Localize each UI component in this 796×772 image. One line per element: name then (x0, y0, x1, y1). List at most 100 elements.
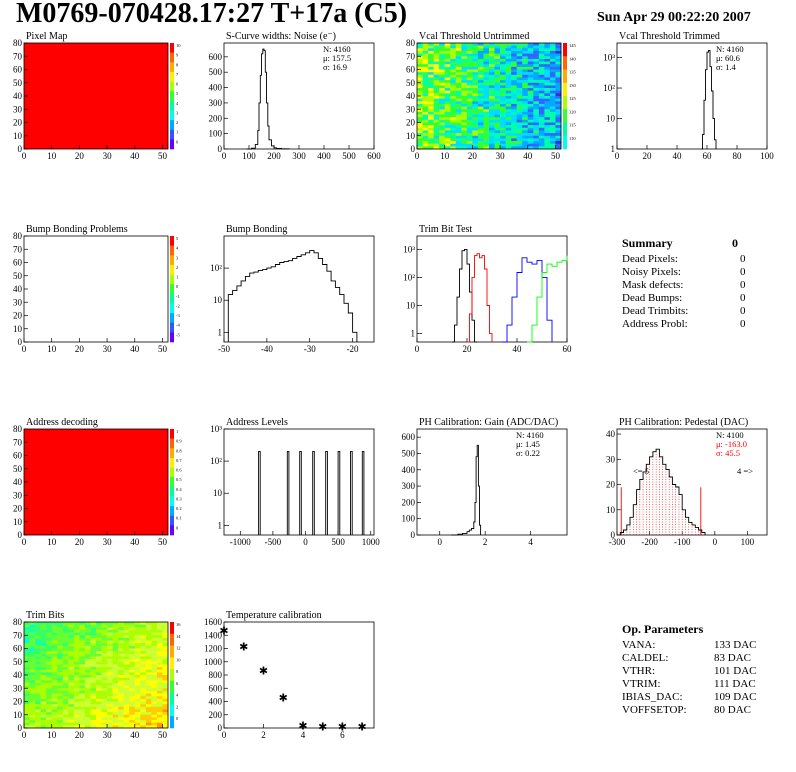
heatmap-cell (118, 672, 124, 676)
heatmap-cell (151, 640, 158, 644)
heatmap-cell (500, 77, 506, 81)
heatmap-cell (527, 61, 534, 65)
heatmap-cell (527, 88, 534, 91)
heatmap-cell (129, 627, 136, 631)
heatmap-cell (538, 80, 545, 84)
heatmap-cell (68, 712, 75, 716)
color-bar-segment (170, 506, 174, 517)
heatmap-cell (477, 45, 484, 49)
heatmap-cell (84, 659, 91, 663)
heatmap-cell (422, 66, 429, 70)
heatmap-cell (112, 693, 119, 697)
heatmap-cell (522, 61, 529, 65)
heatmap-cell (450, 90, 457, 94)
heatmap-cell (145, 661, 152, 665)
heatmap-cell (533, 43, 540, 46)
heatmap-cell (483, 58, 490, 62)
heatmap-cell (62, 632, 69, 636)
y-tick-label: 10³ (603, 53, 615, 63)
heatmap-cell (112, 622, 119, 625)
heatmap-cell (444, 133, 451, 137)
heatmap-cell (489, 45, 495, 49)
heatmap-cell (466, 135, 473, 139)
heatmap-cell (134, 690, 141, 694)
heatmap-cell (90, 653, 97, 657)
heatmap-cell (422, 119, 429, 123)
heatmap-cell (73, 717, 80, 721)
heatmap-cell (461, 58, 468, 62)
heatmap-cell (90, 664, 97, 668)
color-bar-label: 145 (569, 43, 577, 48)
heatmap-cell (500, 82, 506, 86)
heatmap-cell (505, 133, 512, 137)
stats-entry: μ: 157.5 (323, 53, 351, 63)
heatmap-cell (129, 693, 136, 697)
heatmap-cell (522, 82, 529, 86)
heatmap-cell (472, 127, 479, 131)
heatmap-cell (129, 640, 136, 644)
heatmap-cell (428, 77, 434, 81)
heatmap-cell (68, 717, 75, 721)
heatmap-cell (156, 648, 163, 652)
heatmap-cell (450, 48, 457, 52)
heatmap-cell (489, 133, 495, 137)
heatmap-cell (450, 72, 457, 76)
heatmap-cell (62, 714, 69, 718)
heatmap-cell (40, 714, 47, 718)
heatmap-cell (51, 696, 58, 700)
heatmap-cell (162, 629, 169, 633)
heatmap-cell (107, 701, 113, 705)
heatmap-cell (500, 146, 506, 150)
peak-bar (286, 450, 290, 535)
heatmap-cell (477, 53, 484, 57)
heatmap-cell (477, 82, 484, 86)
heatmap-cell (549, 146, 556, 150)
heatmap-cell (112, 722, 119, 726)
heatmap-cell (29, 720, 36, 723)
x-tick-label: 30 (103, 151, 113, 161)
heatmap-cell (151, 698, 158, 702)
heatmap-cell (461, 77, 468, 81)
heatmap-cell (444, 50, 451, 54)
heatmap-cell (46, 645, 52, 649)
heatmap-cell (29, 696, 36, 700)
heatmap-cell (140, 632, 147, 636)
heatmap-cell (123, 688, 130, 692)
heatmap-cell (527, 114, 534, 118)
x-tick-label: 0 (615, 151, 620, 161)
heatmap-cell (96, 645, 102, 649)
heatmap-cell (549, 82, 556, 86)
heatmap-cell (140, 664, 147, 668)
heatmap-cell (90, 677, 97, 681)
heatmap-cell (455, 50, 462, 54)
heatmap-cell (29, 632, 36, 636)
heatmap-cell (505, 125, 512, 129)
heatmap-cell (62, 661, 69, 665)
heatmap-cell (46, 629, 52, 633)
heatmap-cell (29, 645, 36, 649)
heatmap-cell (162, 720, 169, 723)
heatmap-cell (466, 93, 473, 97)
heatmap-cell (500, 106, 506, 110)
heatmap-cell (527, 50, 534, 54)
heatmap-cell (84, 656, 91, 660)
heatmap-cell (151, 722, 158, 726)
heatmap-cell (450, 119, 457, 123)
heatmap-cell (51, 648, 58, 652)
heatmap-cell (422, 61, 429, 65)
heatmap-cell (466, 117, 473, 121)
summary-row-label: Dead Trimbits: (622, 305, 689, 317)
y-tick-label: 1400 (204, 630, 223, 640)
heatmap-cell (84, 722, 91, 726)
heatmap-cell (455, 146, 462, 150)
heatmap-cell (549, 111, 556, 115)
heatmap-cell (145, 672, 152, 676)
heatmap-cell (433, 43, 440, 46)
heatmap-cell (40, 637, 47, 641)
heatmap-cell (494, 127, 501, 131)
heatmap-cell (96, 643, 102, 647)
heatmap-cell (511, 77, 517, 81)
heatmap-cell (433, 50, 440, 54)
heatmap-cell (500, 122, 506, 126)
heatmap-cell (522, 143, 529, 147)
